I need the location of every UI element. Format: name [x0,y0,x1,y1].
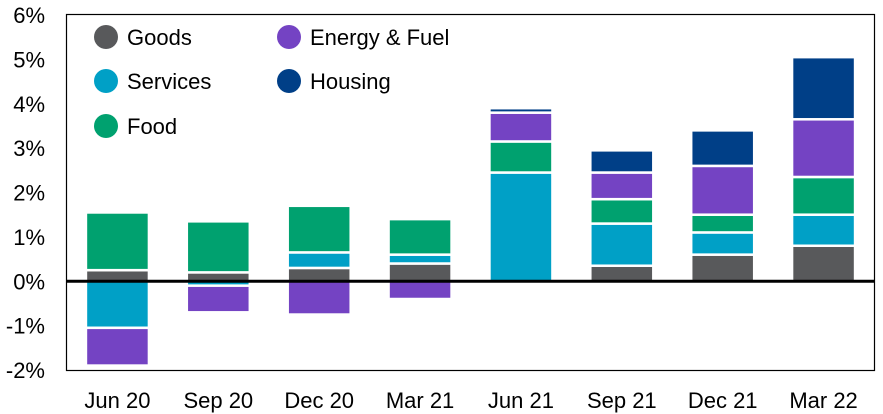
legend-item-housing: Housing [277,69,391,94]
x-tick-label: Dec 20 [284,388,354,413]
bar-segment-food-mar-22 [790,175,857,216]
legend-item-services: Services [94,69,211,94]
bar-segment-housing-dec-21 [689,129,756,168]
y-tick-label: 2% [13,181,45,206]
bar-segment-energy-fuel-dec-21 [689,164,756,216]
bar-segment-services-dec-21 [689,231,756,256]
legend-item-goods: Goods [94,25,192,50]
legend-swatch [94,69,118,93]
bar-segment-food-dec-20 [286,204,352,254]
bar-segment-housing-sep-21 [589,149,655,174]
y-axis-tick-labels: -2% -1% 0% 1% 2% 3% 4% 5% 6% [6,3,45,383]
y-tick-label: -2% [6,358,45,383]
x-tick-label: Jun 20 [84,388,150,413]
bar-segment-goods-dec-20 [286,266,352,283]
bar-segment-goods-jun-20 [84,268,151,283]
legend-label: Housing [310,69,391,94]
bar-segment-services-mar-21 [387,253,453,265]
bar-segment-services-sep-21 [589,222,655,267]
y-tick-label: 5% [13,47,45,72]
bar-segment-energy-fuel-sep-21 [589,171,655,201]
legend-item-energy-fuel: Energy & Fuel [277,25,449,50]
bar-segment-food-mar-21 [387,217,453,256]
bar-segment-energy-fuel-dec-20 [286,280,352,316]
bar-segment-food-dec-21 [689,213,756,234]
x-tick-label: Dec 21 [688,388,758,413]
bar-segment-housing-mar-22 [790,55,857,121]
bar-segment-energy-fuel-mar-22 [790,118,857,179]
bar-segment-energy-fuel-jun-21 [488,111,554,143]
plot-frame [65,13,876,372]
legend-label: Services [127,69,211,94]
legend-label: Goods [127,25,192,50]
bar-segment-goods-mar-21 [387,262,453,283]
bar-segment-energy-fuel-mar-21 [387,280,453,301]
y-tick-label: 0% [13,269,45,294]
legend: Goods Energy & Fuel Services Housing Food [94,25,449,139]
bar-segment-food-sep-20 [185,220,252,274]
y-tick-label: -1% [6,314,45,339]
y-tick-label: 1% [13,225,45,250]
legend-item-food: Food [94,114,177,139]
x-axis-tick-labels: Jun 20 Sep 20 Dec 20 Mar 21 Jun 21 Sep 21 Dec … [84,388,857,413]
bar-segment-food-sep-21 [589,197,655,225]
bars-layer [84,55,857,367]
x-tick-label: Mar 21 [386,388,454,413]
x-tick-label: Sep 21 [587,388,657,413]
x-tick-label: Jun 21 [488,388,554,413]
bar-segment-energy-fuel-sep-20 [185,284,252,314]
bar-segment-goods-dec-21 [689,253,756,283]
bar-segment-services-jun-20 [84,280,151,330]
bar-segment-services-jun-21 [488,171,554,283]
bar-segment-goods-mar-22 [790,244,857,283]
bar-segment-services-mar-22 [790,213,857,247]
legend-label: Energy & Fuel [310,25,449,50]
legend-swatch [94,25,118,49]
bar-segment-food-jun-20 [84,211,151,272]
y-tick-label: 3% [13,136,45,161]
y-tick-label: 6% [13,3,45,28]
bar-segment-housing-jun-21 [488,106,554,114]
legend-swatch [94,114,118,138]
bar-segment-services-dec-20 [286,251,352,270]
legend-swatch [277,69,301,93]
y-tick-label: 4% [13,92,45,117]
legend-label: Food [127,114,177,139]
x-tick-label: Mar 22 [789,388,857,413]
bar-segment-food-jun-21 [488,140,554,174]
bar-segment-goods-sep-21 [589,264,655,283]
legend-swatch [277,25,301,49]
x-tick-label: Sep 20 [183,388,253,413]
bar-segment-energy-fuel-jun-20 [84,326,151,367]
